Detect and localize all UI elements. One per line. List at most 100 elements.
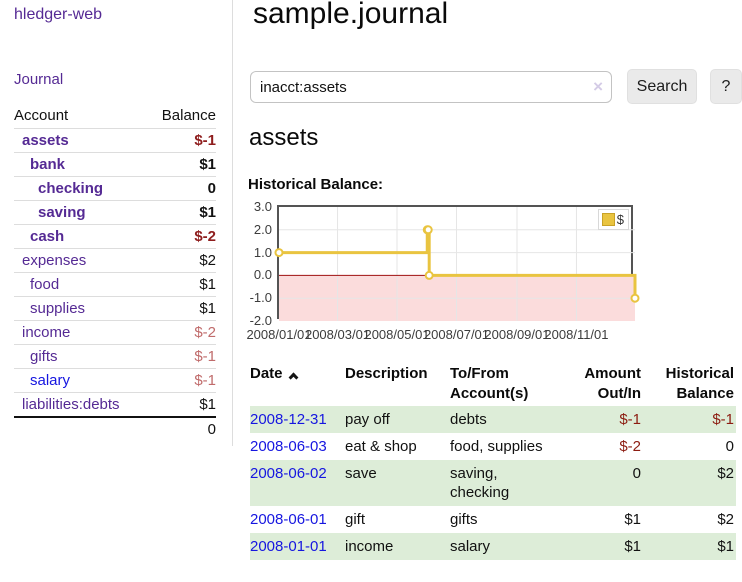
- account-link[interactable]: food: [30, 276, 60, 293]
- account-balance: $1: [147, 152, 216, 177]
- x-axis-tick-label: 2008/11/01: [544, 327, 609, 342]
- accounts-table: Account Balance assets $-1 bank $1 checking 0…: [14, 103, 216, 441]
- register-row: 2008-01-01 income salary $1 $1: [250, 533, 736, 560]
- transaction-amount: $-2: [619, 438, 641, 455]
- x-axis-tick-label: 2008/09/01: [484, 327, 550, 342]
- account-link[interactable]: cash: [30, 228, 65, 245]
- accounts-table-header: Account Balance: [14, 103, 216, 129]
- sort-ascending-icon: [288, 372, 298, 383]
- y-axis-tick-label: 0.0: [253, 267, 272, 283]
- account-row: cash $-2: [14, 224, 216, 249]
- account-row: income $-2: [14, 320, 216, 345]
- chart-legend: $: [597, 209, 629, 230]
- accounts-total-row: 0: [14, 416, 216, 441]
- legend-label: $: [616, 212, 624, 227]
- account-balance: $-1: [147, 344, 216, 369]
- x-axis-tick-label: 2008/01/01: [246, 327, 312, 342]
- account-link[interactable]: saving: [38, 204, 86, 221]
- transaction-accounts: gifts: [450, 511, 478, 528]
- sidebar-item-journal[interactable]: Journal: [14, 71, 64, 88]
- sidebar: hledger-web Journal Account Balance asse…: [0, 0, 233, 446]
- account-balance: $-2: [147, 224, 216, 249]
- account-link[interactable]: income: [22, 324, 71, 341]
- account-row: saving $1: [14, 200, 216, 225]
- account-row: food $1: [14, 272, 216, 297]
- y-axis-tick-label: -2.0: [249, 313, 272, 328]
- account-balance: $1: [147, 200, 216, 225]
- y-axis-tick-label: -1.0: [249, 290, 272, 306]
- register-row: 2008-06-02 save saving, checking 0 $2: [250, 460, 736, 506]
- transaction-accounts: salary: [450, 538, 491, 555]
- account-balance: $2: [147, 248, 216, 273]
- account-link[interactable]: liabilities:debts: [22, 396, 120, 413]
- account-balance: $-2: [147, 320, 216, 345]
- transaction-amount: $1: [624, 511, 641, 528]
- account-row: checking 0: [14, 176, 216, 201]
- search-input[interactable]: [250, 71, 612, 103]
- help-button[interactable]: ?: [710, 69, 742, 104]
- transaction-balance: $2: [717, 511, 734, 528]
- account-link[interactable]: salary: [30, 372, 71, 389]
- register-row: 2008-06-03 eat & shop food, supplies $-2 0: [250, 433, 736, 460]
- account-balance: $-1: [147, 368, 216, 393]
- transaction-accounts: debts: [450, 411, 487, 428]
- transaction-date-link[interactable]: 2008-01-01: [250, 538, 327, 555]
- transaction-date-link[interactable]: 2008-12-31: [250, 411, 327, 428]
- x-axis-tick-label: 2008/05/01: [364, 327, 430, 342]
- search-button[interactable]: Search: [627, 69, 697, 104]
- transaction-description: save: [345, 465, 377, 482]
- transaction-date-link[interactable]: 2008-06-01: [250, 511, 327, 528]
- register-table: Date Description To/From Account(s) Amoun…: [250, 362, 736, 560]
- transaction-amount: $-1: [619, 411, 641, 428]
- transaction-balance: 0: [725, 438, 734, 455]
- account-row: expenses $2: [14, 248, 216, 273]
- account-balance: 0: [147, 176, 216, 201]
- transaction-description: eat & shop: [345, 438, 417, 455]
- transaction-balance: $1: [717, 538, 734, 555]
- register-row: 2008-12-31 pay off debts $-1 $-1: [250, 406, 736, 433]
- transaction-accounts: food, supplies: [450, 438, 543, 455]
- chart-canvas: [274, 207, 640, 321]
- account-row: bank $1: [14, 152, 216, 177]
- balance-column-header: Balance: [161, 107, 216, 124]
- app-brand-link[interactable]: hledger-web: [14, 6, 103, 23]
- accounts-total-balance: 0: [147, 416, 216, 441]
- register-row: 2008-06-01 gift gifts $1 $2: [250, 506, 736, 533]
- accounts-column-header: To/From Account(s): [450, 365, 529, 402]
- account-link[interactable]: checking: [38, 180, 104, 197]
- account-link[interactable]: supplies: [30, 300, 86, 317]
- account-link[interactable]: assets: [22, 132, 69, 149]
- y-axis-tick-label: 3.0: [253, 199, 272, 214]
- account-row: salary $-1: [14, 368, 216, 393]
- transaction-balance: $-1: [712, 411, 734, 428]
- transaction-description: pay off: [345, 411, 390, 428]
- account-row: liabilities:debts $1: [14, 392, 216, 417]
- account-row: supplies $1: [14, 296, 216, 321]
- description-column-header: Description: [345, 365, 428, 382]
- transaction-date-link[interactable]: 2008-06-03: [250, 438, 327, 455]
- transaction-date-link[interactable]: 2008-06-02: [250, 465, 327, 482]
- register-header-row: Date Description To/From Account(s) Amoun…: [250, 362, 736, 406]
- account-row: assets $-1: [14, 128, 216, 153]
- account-balance: $1: [147, 392, 216, 417]
- account-balance: $-1: [147, 128, 216, 153]
- transaction-description: income: [345, 538, 394, 555]
- amount-column-header: Amount Out/In: [584, 365, 641, 402]
- account-balance: $1: [147, 296, 216, 321]
- y-axis-tick-label: 1.0: [253, 244, 272, 260]
- transaction-amount: $1: [624, 538, 641, 555]
- clear-search-icon[interactable]: ×: [593, 77, 603, 96]
- account-link[interactable]: gifts: [30, 348, 58, 365]
- page-title: sample.journal: [253, 0, 449, 30]
- account-link[interactable]: bank: [30, 156, 66, 173]
- account-column-header: Account: [14, 107, 69, 124]
- chart-label: Historical Balance:: [248, 176, 384, 193]
- search-form: × Search ?: [250, 69, 742, 105]
- date-column-header[interactable]: Date: [250, 362, 345, 406]
- x-axis-tick-label: 2008/03/01: [304, 327, 371, 342]
- account-link[interactable]: expenses: [22, 252, 87, 269]
- x-axis-tick-label: 2008/07/01: [423, 327, 490, 342]
- balance-column-header-register: Historical Balance: [665, 365, 734, 402]
- transaction-amount: 0: [632, 465, 641, 482]
